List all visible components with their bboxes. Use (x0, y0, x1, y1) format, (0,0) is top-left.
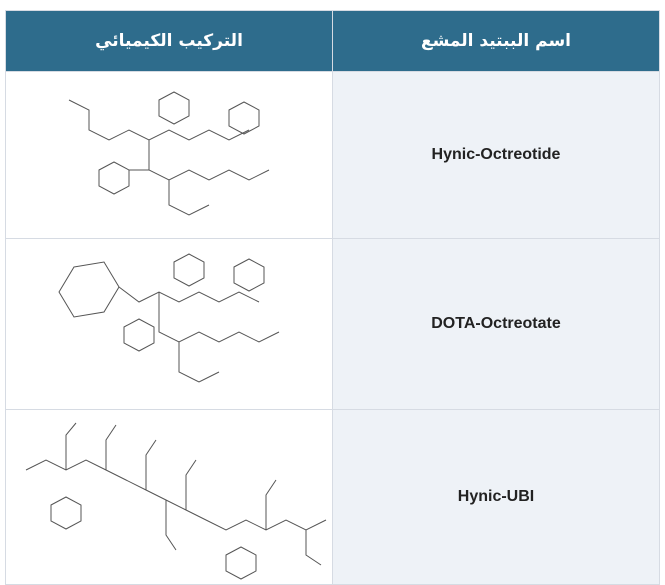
structure-cell (5, 238, 333, 410)
structure-cell (5, 71, 333, 239)
chemical-structure (58, 252, 280, 383)
row: Hynic-Octreotide (5, 71, 660, 239)
table-wrapper: التركيب الكيميائي اسم الببتيد المشع Hyni… (5, 10, 660, 585)
header-cell: التركيب الكيميائي (5, 10, 333, 72)
row: Hynic-UBI (5, 409, 660, 585)
row: DOTA-Octreotate (5, 238, 660, 410)
chemical-structure (25, 422, 327, 580)
peptide-name: Hynic-Octreotide (332, 71, 660, 239)
peptide-name: DOTA-Octreotate (332, 238, 660, 410)
structure-cell (5, 409, 333, 585)
chemical-structure (68, 91, 270, 216)
header-row: التركيب الكيميائي اسم الببتيد المشع (5, 10, 660, 72)
peptide-name: Hynic-UBI (332, 409, 660, 585)
header-cell: اسم الببتيد المشع (332, 10, 660, 72)
peptide-table: التركيب الكيميائي اسم الببتيد المشع Hyni… (5, 10, 660, 585)
